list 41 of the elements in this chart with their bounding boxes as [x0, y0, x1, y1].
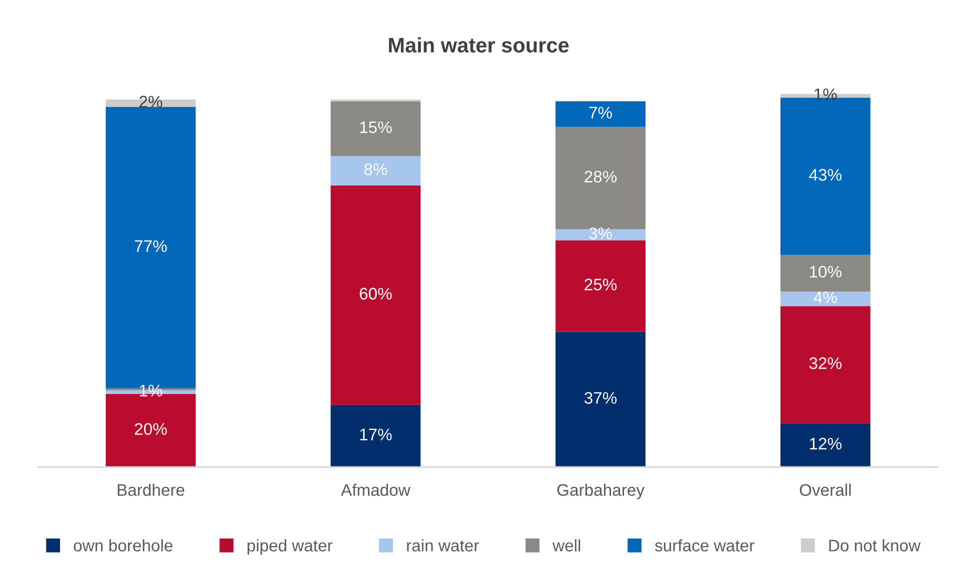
bar: [780, 254, 870, 292]
bar: [780, 423, 870, 468]
data-label: 20%: [134, 423, 167, 435]
data-label: 4%: [814, 292, 837, 304]
bar: [556, 101, 646, 127]
x-tick-label: Overall: [800, 484, 851, 496]
chart-title: Main water source: [389, 37, 569, 53]
data-label: 17%: [360, 428, 392, 440]
legend-label: well: [552, 539, 580, 552]
x-tick-label: Garbaharey: [557, 484, 644, 500]
bar: [780, 291, 870, 306]
data-label: 25%: [584, 278, 617, 290]
bar: [330, 404, 421, 468]
data-label: 28%: [584, 170, 617, 183]
data-label: 32%: [809, 357, 842, 370]
legend-label: piped water: [248, 539, 332, 555]
bar: [556, 126, 646, 230]
bar: [330, 156, 421, 186]
data-label: 7%: [589, 106, 612, 118]
bar: [330, 185, 421, 405]
data-label: 12%: [810, 438, 842, 450]
data-label: 77%: [134, 240, 167, 252]
bar: [780, 306, 870, 424]
data-label: 2%: [140, 96, 162, 108]
legend-label: surface water: [655, 539, 754, 552]
x-tick-label: Bardhere: [118, 484, 184, 496]
data-label: 43%: [809, 168, 842, 181]
bar: [330, 101, 421, 156]
data-label: 37%: [584, 392, 617, 404]
legend-label: rain water: [407, 539, 479, 552]
x-tick-label: Afmadow: [340, 484, 410, 496]
bar: [556, 332, 646, 468]
bar: [556, 229, 646, 240]
bar: [556, 240, 646, 332]
data-label: 60%: [360, 288, 392, 300]
data-label: 8%: [364, 163, 388, 176]
legend-label: Do not know: [829, 539, 921, 552]
data-label: 10%: [810, 266, 842, 278]
data-label: 15%: [360, 121, 392, 134]
legend-label: own borehole: [74, 539, 172, 552]
data-label: 3%: [589, 227, 612, 240]
